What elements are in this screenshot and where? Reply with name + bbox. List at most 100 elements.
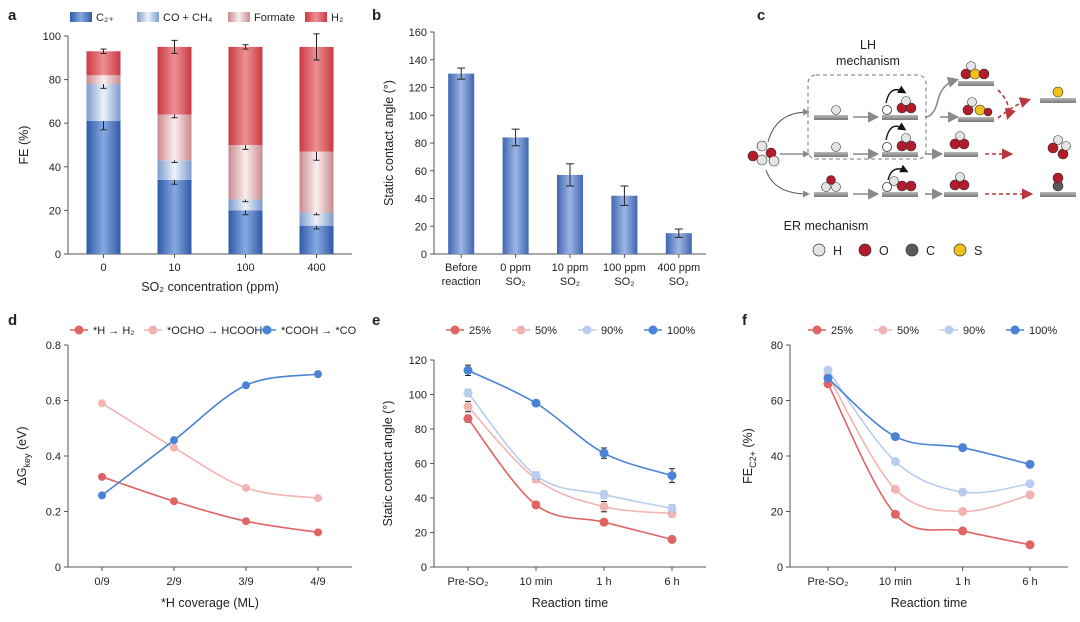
series-line-3	[827, 377, 1031, 466]
x-tick-label: 1 h	[955, 576, 970, 588]
y-tick-label: 80	[49, 75, 61, 87]
series-line-2	[827, 369, 1031, 494]
y-tick-label: 80	[771, 340, 783, 352]
series-line-1	[101, 402, 319, 499]
panel-c-schematic: c LH mechanism ER mechanism	[747, 7, 1076, 258]
legend-marker	[74, 325, 84, 335]
series-line-0	[101, 476, 319, 534]
y-tick-label: 80	[415, 138, 427, 150]
x-tick-label: SO₂	[614, 276, 634, 288]
y-tick-label: 40	[415, 493, 427, 505]
y-tick-label: 100	[43, 31, 61, 43]
panel-label-e: e	[372, 312, 380, 329]
legend-marker	[516, 325, 526, 335]
y-tick-label: 0	[777, 562, 783, 574]
x-tick-label: Before	[445, 262, 477, 274]
x-axis-title: SO₂ concentration (ppm)	[141, 280, 279, 294]
y-axis-title: Static contact angle (°)	[381, 401, 395, 527]
x-tick-label: 4/9	[310, 576, 325, 588]
x-tick-label: SO₂	[506, 276, 526, 288]
x-tick-label: SO₂	[669, 276, 689, 288]
legend-label: 25%	[831, 325, 853, 337]
x-tick-label: 400 ppm	[657, 262, 700, 274]
bar-2-1	[157, 114, 192, 161]
bar-0	[448, 73, 475, 254]
data-point-1-3	[1025, 490, 1035, 500]
legend-label: 25%	[469, 325, 491, 337]
panel-a-chart: a C₂₊ CO + CH₄ Formate H₂ 0 20 40 60 80 100 0 10 10…	[8, 7, 352, 294]
series-line-0	[827, 383, 1031, 546]
data-point-2-1	[531, 471, 541, 481]
atom-legend-label: O	[879, 244, 889, 258]
panel-b-chart: b 0 20 40 60 80 100 120 140 160 Before reaction 0 p…	[372, 7, 706, 288]
y-tick-label: 0	[421, 249, 427, 261]
data-point-3-3	[1025, 459, 1035, 469]
data-point-2-3	[1025, 479, 1035, 489]
start-molecule	[747, 140, 780, 167]
data-point-0-2	[242, 517, 250, 526]
data-point-3-1	[531, 398, 541, 408]
data-point-0-1	[531, 500, 541, 510]
bar-1-3	[299, 212, 334, 226]
bar-1-0	[86, 83, 121, 122]
legend-marker	[1010, 325, 1020, 335]
x-tick-label: 1 h	[596, 576, 611, 588]
data-point-2-2	[599, 490, 609, 500]
data-point-1-0	[98, 399, 106, 408]
lh-s-branch	[924, 61, 1076, 123]
legend-swatch	[228, 12, 250, 22]
x-tick-label: 10 min	[879, 576, 912, 588]
y-axis-title: Static contact angle (°)	[382, 80, 396, 206]
y-tick-label: 60	[415, 459, 427, 471]
data-point-0-2	[958, 526, 968, 536]
y-tick-label: 0	[55, 249, 61, 261]
x-tick-label: 3/9	[238, 576, 253, 588]
legend-marker	[812, 325, 822, 335]
legend-marker	[148, 325, 158, 335]
y-tick-label: 0	[421, 562, 427, 574]
x-tick-label: 10	[168, 262, 180, 274]
atom-legend-label: S	[974, 244, 982, 258]
data-point-1-0	[463, 402, 473, 412]
y-axis-title: FEC2+ (%)	[741, 428, 758, 484]
bar-3-3	[299, 46, 334, 152]
data-point-0-2	[599, 517, 609, 527]
x-tick-label: 0 ppm	[500, 262, 531, 274]
x-tick-label: 10 ppm	[552, 262, 589, 274]
data-point-3-0	[823, 373, 833, 383]
legend-label: 90%	[601, 325, 623, 337]
series-line-2	[101, 373, 319, 497]
legend-marker	[262, 325, 272, 335]
y-tick-label: 120	[409, 355, 427, 367]
data-point-0-3	[1025, 540, 1035, 550]
y-axis-title: ΔGkey (eV)	[15, 426, 32, 485]
legend-label: *COOH → *CO	[281, 325, 357, 337]
y-tick-label: 40	[771, 451, 783, 463]
data-point-0-0	[463, 414, 473, 424]
surface-row-lh-mid	[814, 122, 1071, 160]
bar-2-2	[228, 145, 263, 200]
y-tick-label: 60	[415, 166, 427, 178]
panel-e-chart: e 0 20 40 60 80 100 120 Pre-SO₂ 10 min 1 h 6 h Reac…	[372, 312, 706, 610]
legend-label: C₂₊	[96, 12, 114, 24]
x-tick-label: 6 h	[664, 576, 679, 588]
x-tick-label: Pre-SO₂	[808, 576, 849, 588]
data-point-3-2	[599, 448, 609, 458]
surface-row-er	[814, 164, 1076, 200]
panel-label-d: d	[8, 312, 17, 329]
series-line-1	[467, 406, 673, 515]
x-tick-label: 6 h	[1022, 576, 1037, 588]
legend-swatch	[137, 12, 159, 22]
bar-3-1	[157, 46, 192, 115]
y-tick-label: 20	[415, 528, 427, 540]
x-tick-label: 400	[307, 262, 325, 274]
bar-0-3	[299, 225, 334, 254]
legend-marker	[450, 325, 460, 335]
data-point-1-2	[242, 483, 250, 492]
legend-swatch	[70, 12, 92, 22]
x-tick-label: 0/9	[94, 576, 109, 588]
x-tick-label: 100 ppm	[603, 262, 646, 274]
data-point-0-1	[890, 509, 900, 519]
data-point-3-2	[958, 443, 968, 453]
